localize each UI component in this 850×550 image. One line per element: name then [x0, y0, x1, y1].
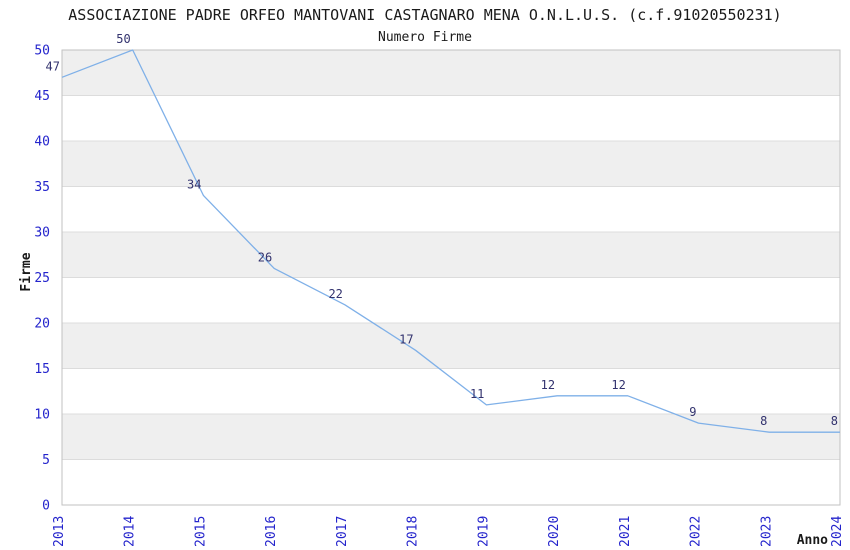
x-tick-label: 2015 [194, 516, 209, 547]
point-value-label: 12 [611, 378, 625, 392]
y-tick-label: 50 [34, 44, 50, 59]
plot-border-rect [61, 49, 841, 506]
x-tick-label: 2013 [52, 516, 67, 547]
series-line-layer [61, 49, 840, 433]
x-tick-label: 2014 [123, 516, 138, 547]
y-tick-label: 0 [42, 499, 50, 514]
chart-title: ASSOCIAZIONE PADRE ORFEO MANTOVANI CASTA… [68, 6, 781, 24]
point-value-label: 50 [116, 32, 130, 46]
x-tick-label: 2017 [335, 516, 350, 547]
y-tick-label: 5 [42, 453, 50, 468]
x-tick-label: 2023 [759, 516, 774, 547]
y-tick-label: 40 [34, 135, 50, 150]
plot-border [61, 49, 841, 506]
point-value-label: 8 [760, 414, 767, 428]
y-tick-label: 15 [34, 362, 50, 377]
point-value-label: 11 [470, 387, 484, 401]
x-axis-tick-labels: 2013 2014 2015 2016 2017 2018 2019 2020 2021 2022… [52, 516, 845, 547]
point-value-label: 47 [46, 59, 60, 73]
y-tick-label: 20 [34, 317, 50, 332]
x-tick-label: 2022 [689, 516, 704, 547]
x-tick-label: 2020 [547, 516, 562, 547]
y-axis-tick-labels: 0 5 10 15 20 25 30 35 40 45 50 [34, 44, 50, 514]
point-value-label: 12 [541, 378, 555, 392]
point-value-label: 34 [187, 178, 201, 192]
y-tick-label: 35 [34, 180, 50, 195]
grid-band [62, 141, 840, 187]
point-value-label: 8 [831, 414, 838, 428]
x-tick-label: 2018 [406, 516, 421, 547]
chart-subtitle: Numero Firme [378, 30, 472, 45]
x-tick-label: 2021 [618, 516, 633, 547]
y-tick-label: 30 [34, 226, 50, 241]
x-tick-label: 2019 [476, 516, 491, 547]
point-value-label: 17 [399, 332, 413, 346]
grid-band [62, 232, 840, 278]
point-labels: 47 50 34 26 22 17 11 12 12 9 8 8 [46, 32, 838, 428]
grid-band [62, 50, 840, 96]
grid-band [62, 323, 840, 369]
y-axis-title: Firme [19, 252, 34, 291]
x-axis-title: Anno [797, 533, 828, 548]
series-line [61, 49, 840, 433]
y-tick-label: 45 [34, 89, 50, 104]
x-tick-label: 2016 [264, 516, 279, 547]
background-bands [62, 50, 840, 460]
y-tick-label: 25 [34, 271, 50, 286]
point-value-label: 22 [328, 287, 342, 301]
point-value-label: 26 [258, 250, 272, 264]
grid-band [62, 414, 840, 460]
point-value-label: 9 [689, 405, 696, 419]
x-tick-label: 2024 [830, 516, 845, 547]
y-tick-label: 10 [34, 408, 50, 423]
gridlines [62, 95, 840, 460]
